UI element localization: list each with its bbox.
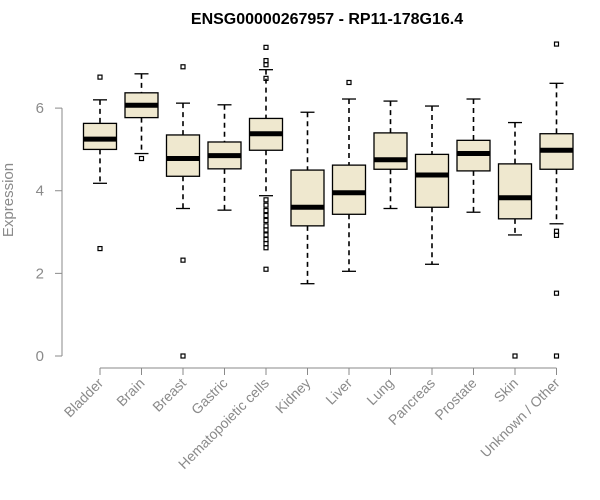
outlier-point <box>346 79 352 86</box>
y-tick-label: 6 <box>36 100 44 117</box>
y-tick-label: 4 <box>36 183 44 200</box>
x-tick-label: Prostate <box>431 375 479 423</box>
box-item <box>248 44 284 272</box>
box-item <box>124 73 159 162</box>
box-item <box>373 100 408 210</box>
outlier-point <box>263 197 269 203</box>
box-iqr <box>373 132 408 170</box>
box-iqr <box>82 122 118 151</box>
x-tick-label: Bladder <box>61 375 107 421</box>
x-tick-label: Breast <box>149 375 189 415</box>
outlier-point <box>553 290 560 296</box>
box-iqr <box>290 169 325 227</box>
x-tick-label: Kidney <box>272 375 314 417</box>
outlier-point <box>263 232 269 238</box>
outlier-point <box>553 228 560 234</box>
chart-title: ENSG00000267957 - RP11-178G16.4 <box>191 11 463 28</box>
x-tick-label: Liver <box>322 375 355 408</box>
y-tick-label: 2 <box>36 265 44 282</box>
outlier-point <box>180 64 186 70</box>
outlier-point <box>263 207 269 214</box>
outlier-point <box>263 75 269 81</box>
x-tick-label: Skin <box>491 375 522 406</box>
outlier-point <box>553 353 560 359</box>
y-tick-label: 0 <box>36 348 44 365</box>
outlier-point <box>553 41 560 47</box>
outlier-point <box>180 353 186 359</box>
outlier-point <box>97 245 103 252</box>
outlier-point <box>263 202 269 208</box>
box-item <box>290 111 325 285</box>
x-tick-label: Lung <box>363 375 396 408</box>
outlier-point <box>263 217 269 224</box>
outlier-point <box>263 236 269 243</box>
outlier-point <box>553 232 560 238</box>
outlier-point <box>138 155 145 162</box>
box-item <box>331 79 367 272</box>
box-series <box>82 41 574 359</box>
box-item <box>165 64 201 359</box>
box-item <box>414 105 450 265</box>
outlier-point <box>97 74 103 80</box>
outlier-point <box>263 266 269 272</box>
outlier-point <box>512 353 518 359</box>
box-item <box>456 98 491 213</box>
y-axis: 0 2 4 6 <box>36 100 63 365</box>
x-tick-label: Brain <box>113 375 147 409</box>
outlier-point <box>263 62 269 68</box>
outlier-point <box>263 212 269 219</box>
outlier-point <box>263 241 269 247</box>
y-axis-label: Expression <box>0 163 17 237</box>
box-item <box>497 121 533 359</box>
outlier-point <box>263 57 269 64</box>
box-iqr <box>331 164 367 215</box>
box-item <box>539 41 574 359</box>
box-iqr <box>414 153 450 208</box>
outlier-point <box>180 257 186 263</box>
outlier-point <box>263 227 269 233</box>
outlier-point <box>263 245 269 251</box>
box-item <box>207 104 242 211</box>
outlier-point <box>263 44 269 50</box>
box-iqr <box>497 163 533 220</box>
box-item <box>82 74 118 252</box>
box-iqr <box>165 134 201 177</box>
outlier-point <box>263 223 269 229</box>
x-tick-label: Unknown / Other <box>477 375 563 461</box>
